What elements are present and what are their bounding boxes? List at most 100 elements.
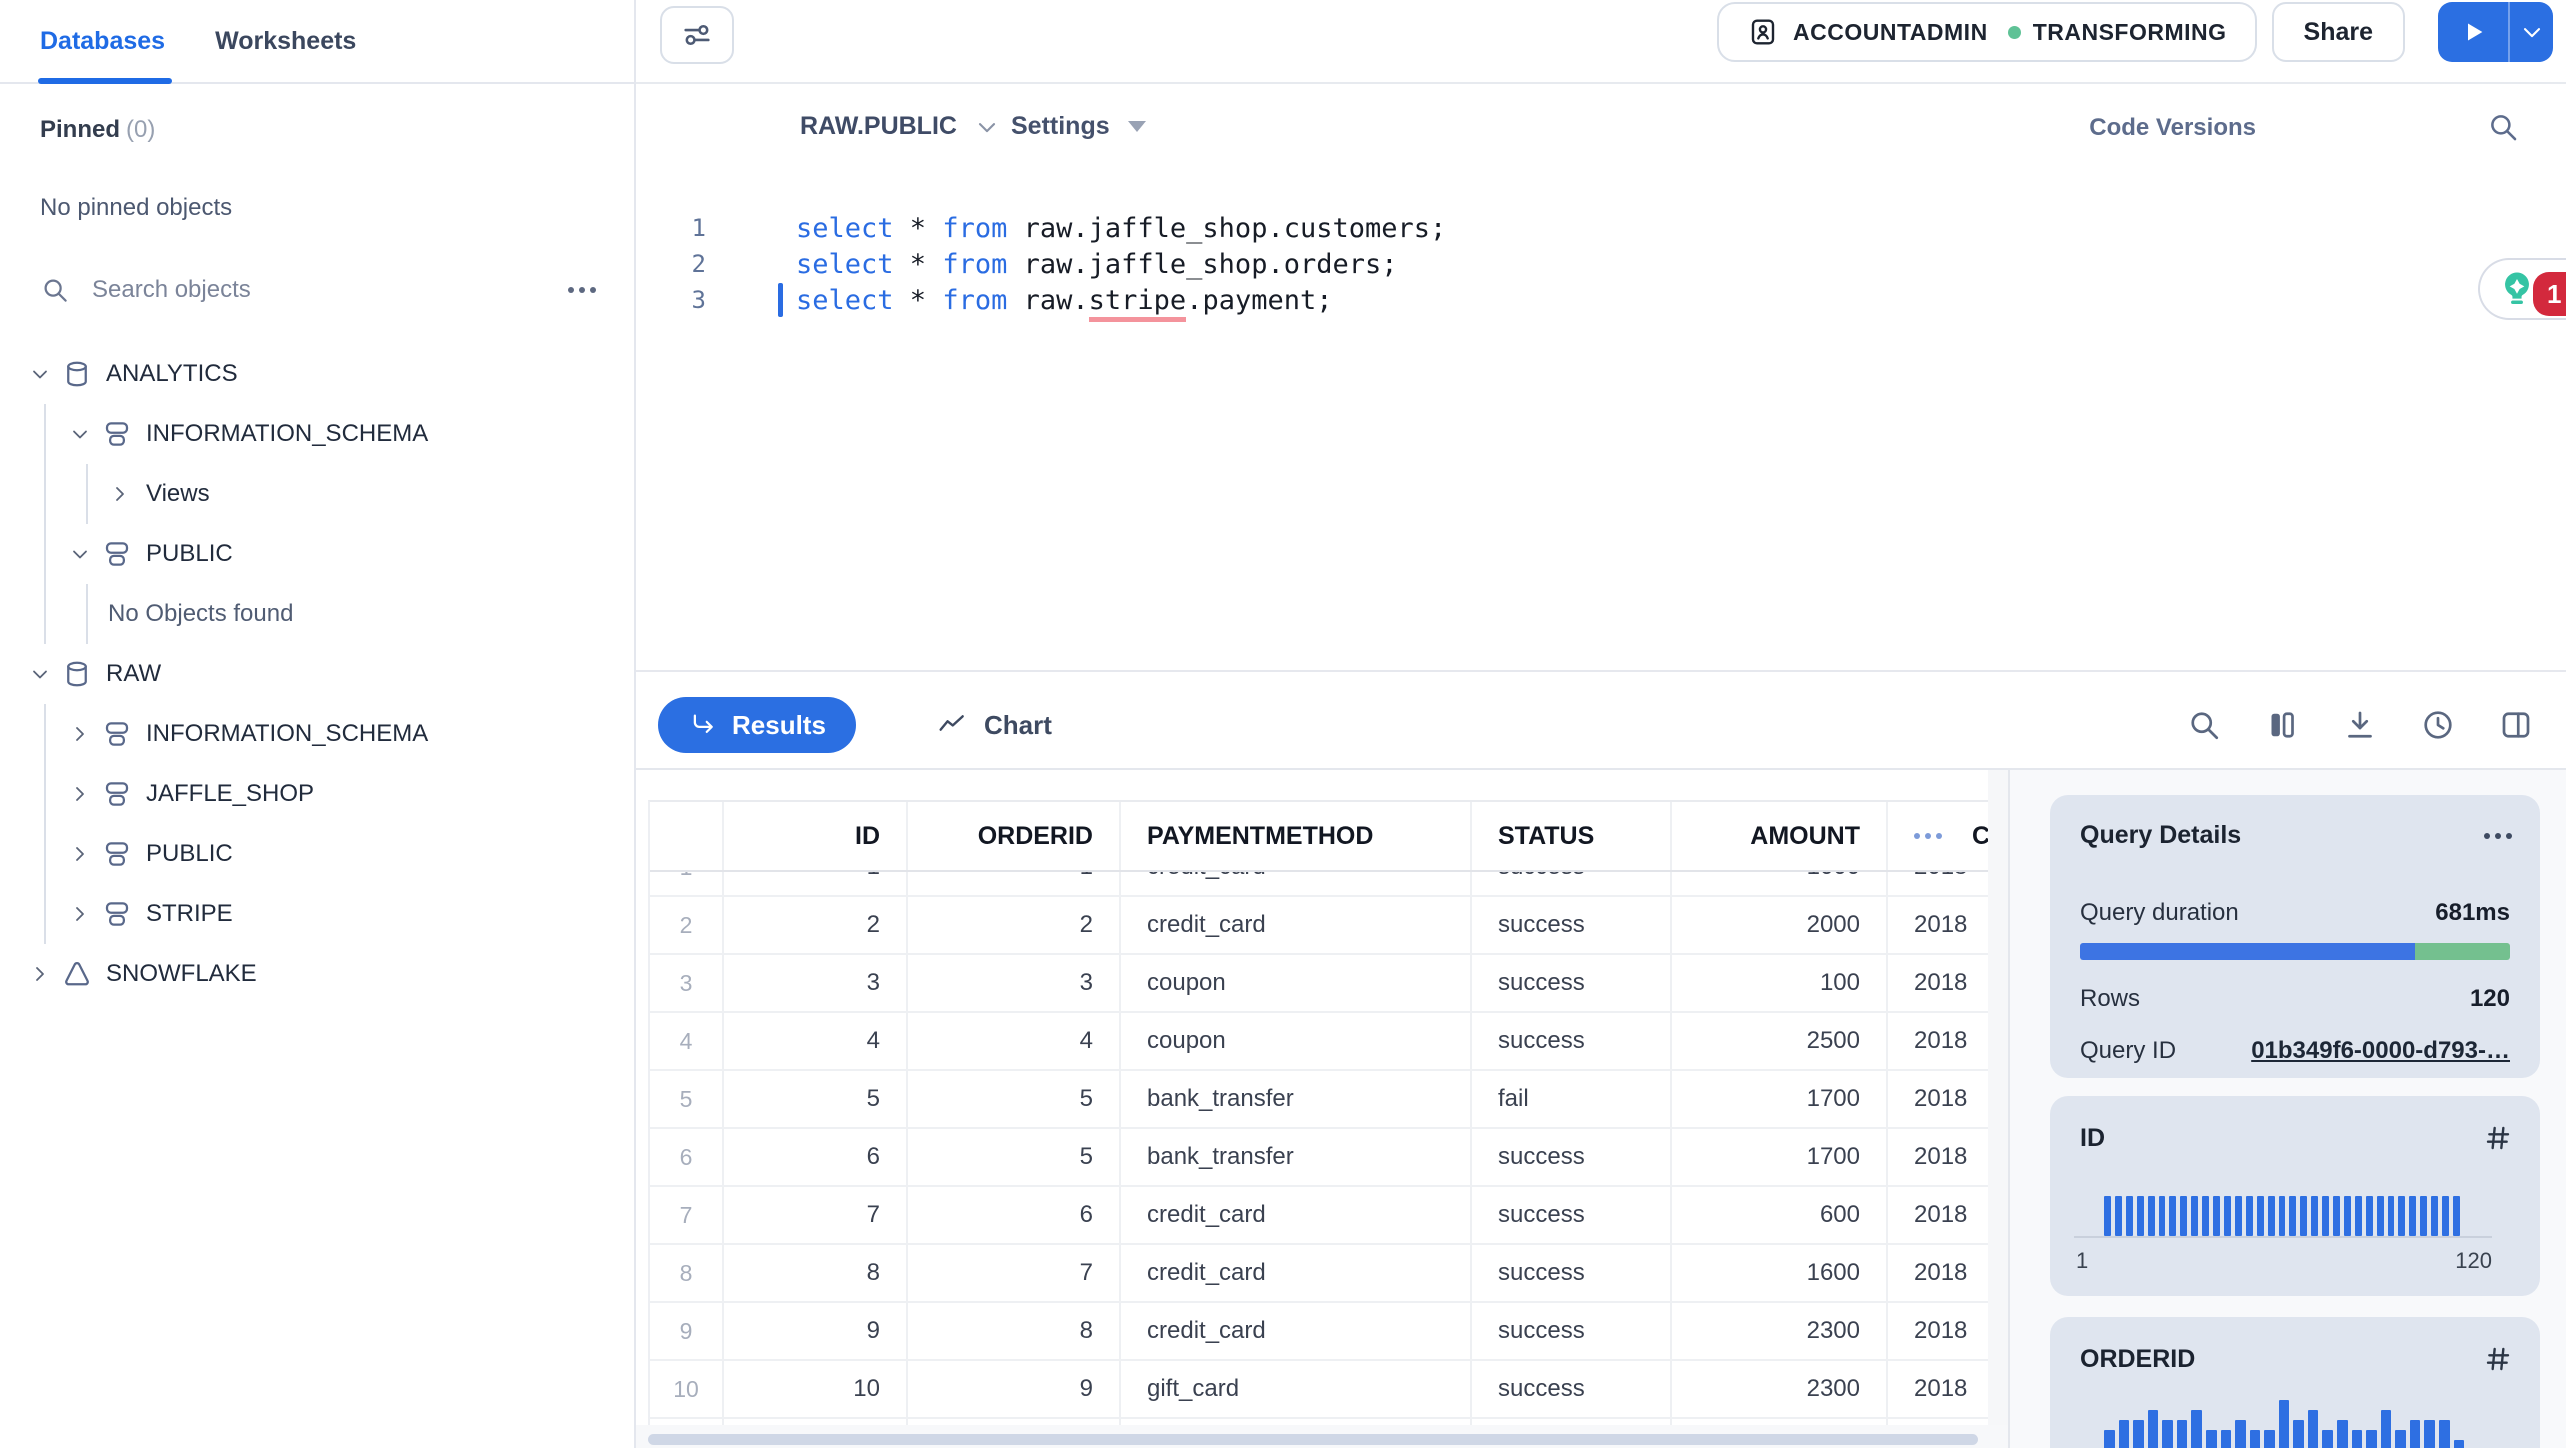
- data-cell[interactable]: 5: [724, 1071, 908, 1127]
- data-cell[interactable]: success: [1472, 1361, 1672, 1417]
- data-cell[interactable]: 2018: [1888, 897, 1988, 953]
- data-cell[interactable]: 2018: [1888, 1071, 1988, 1127]
- data-cell[interactable]: credit_card: [1121, 897, 1472, 953]
- data-cell[interactable]: 2300: [1672, 1361, 1888, 1417]
- data-cell[interactable]: 2300: [1672, 1303, 1888, 1359]
- code-line-1[interactable]: 1 select * from raw.jaffle_shop.customers…: [636, 210, 2566, 246]
- row-number-cell[interactable]: 6: [650, 1129, 724, 1185]
- data-cell[interactable]: 10: [724, 1361, 908, 1417]
- role-warehouse-selector[interactable]: ACCOUNTADMIN TRANSFORMING: [1717, 2, 2257, 62]
- data-cell[interactable]: 7: [724, 1187, 908, 1243]
- orderid-histogram[interactable]: [2104, 1395, 2465, 1448]
- data-cell[interactable]: success: [1472, 897, 1672, 953]
- download-icon[interactable]: [2342, 707, 2378, 743]
- data-cell[interactable]: success: [1472, 1187, 1672, 1243]
- chevron-right-icon[interactable]: [108, 482, 132, 506]
- data-cell[interactable]: 2018: [1888, 1129, 1988, 1185]
- table-row-4[interactable]: 4 4 4 coupon success 2500 2018: [650, 1013, 1988, 1071]
- data-cell[interactable]: fail: [1472, 1071, 1672, 1127]
- data-cell[interactable]: 2000: [1672, 897, 1888, 953]
- editor-search-icon[interactable]: [2486, 110, 2520, 144]
- tree-item-stripe[interactable]: STRIPE: [0, 884, 634, 944]
- row-number-cell[interactable]: 7: [650, 1187, 724, 1243]
- tree-item-snowflake[interactable]: SNOWFLAKE: [0, 944, 634, 1004]
- data-cell[interactable]: bank_transfer: [1121, 1071, 1472, 1127]
- data-cell[interactable]: success: [1472, 1013, 1672, 1069]
- chevron-down-icon[interactable]: [68, 542, 92, 566]
- tree-item-raw[interactable]: RAW: [0, 644, 634, 704]
- tree-item-information-schema[interactable]: INFORMATION_SCHEMA: [0, 404, 634, 464]
- data-cell[interactable]: success: [1472, 955, 1672, 1011]
- data-cell[interactable]: 6: [724, 1129, 908, 1185]
- data-cell[interactable]: 9: [724, 1303, 908, 1359]
- data-cell[interactable]: success: [1472, 1245, 1672, 1301]
- data-cell[interactable]: success: [1472, 1303, 1672, 1359]
- settings-dropdown[interactable]: Settings: [1011, 112, 1146, 141]
- filters-button[interactable]: [660, 6, 734, 64]
- code-versions-link[interactable]: Code Versions: [2089, 114, 2256, 141]
- code-line-3[interactable]: 3 select * from raw.stripe.payment;: [636, 282, 2566, 322]
- table-row-9[interactable]: 9 9 8 credit_card success 2300 2018: [650, 1303, 1988, 1361]
- data-cell[interactable]: 2018: [1888, 1303, 1988, 1359]
- data-cell[interactable]: 2018: [1888, 1013, 1988, 1069]
- row-number-cell[interactable]: 2: [650, 897, 724, 953]
- table-row-8[interactable]: 8 8 7 credit_card success 1600 2018: [650, 1245, 1988, 1303]
- tab-worksheets[interactable]: Worksheets: [215, 26, 357, 55]
- data-cell[interactable]: 2: [908, 897, 1121, 953]
- chevron-right-icon[interactable]: [68, 902, 92, 926]
- data-cell[interactable]: coupon: [1121, 1013, 1472, 1069]
- chevron-down-icon[interactable]: [28, 662, 52, 686]
- chevron-right-icon[interactable]: [68, 722, 92, 746]
- column-header-STATUS[interactable]: STATUS: [1472, 802, 1672, 870]
- column-header-AMOUNT[interactable]: AMOUNT: [1672, 802, 1888, 870]
- data-cell[interactable]: credit_card: [1121, 1245, 1472, 1301]
- data-cell[interactable]: 8: [724, 1245, 908, 1301]
- column-header-ORDERID[interactable]: ORDERID: [908, 802, 1121, 870]
- tree-item-public[interactable]: PUBLIC: [0, 524, 634, 584]
- data-cell[interactable]: 8: [908, 1303, 1121, 1359]
- run-button[interactable]: [2438, 2, 2508, 62]
- row-number-cell[interactable]: 3: [650, 955, 724, 1011]
- chevron-right-icon[interactable]: [68, 842, 92, 866]
- data-cell[interactable]: bank_transfer: [1121, 1129, 1472, 1185]
- data-cell[interactable]: coupon: [1121, 955, 1472, 1011]
- columns-icon[interactable]: [2264, 707, 2300, 743]
- sql-editor[interactable]: 1 select * from raw.jaffle_shop.customers…: [636, 210, 2566, 322]
- data-cell[interactable]: credit_card: [1121, 1303, 1472, 1359]
- tab-databases[interactable]: Databases: [40, 26, 166, 55]
- data-cell[interactable]: 2018: [1888, 1187, 1988, 1243]
- row-number-cell[interactable]: 4: [650, 1013, 724, 1069]
- query-history-icon[interactable]: [2420, 707, 2456, 743]
- data-cell[interactable]: 2018: [1888, 1245, 1988, 1301]
- column-header-PAYMENTMETHOD[interactable]: PAYMENTMETHOD: [1121, 802, 1472, 870]
- data-cell[interactable]: 600: [1672, 1187, 1888, 1243]
- table-row-5[interactable]: 5 5 5 bank_transfer fail 1700 2018: [650, 1071, 1988, 1129]
- tree-item-jaffle-shop[interactable]: JAFFLE_SHOP: [0, 764, 634, 824]
- tree-item-information-schema[interactable]: INFORMATION_SCHEMA: [0, 704, 634, 764]
- data-cell[interactable]: 2018: [1888, 1361, 1988, 1417]
- data-cell[interactable]: 9: [908, 1361, 1121, 1417]
- column-header-CI[interactable]: CI: [1888, 802, 1988, 870]
- row-number-cell[interactable]: 9: [650, 1303, 724, 1359]
- row-number-cell[interactable]: 5: [650, 1071, 724, 1127]
- data-cell[interactable]: 4: [908, 1013, 1121, 1069]
- hash-icon[interactable]: [2482, 1343, 2514, 1375]
- data-cell[interactable]: 4: [724, 1013, 908, 1069]
- query-details-menu-icon[interactable]: [2484, 832, 2514, 840]
- data-cell[interactable]: 100: [1672, 955, 1888, 1011]
- data-cell[interactable]: 5: [908, 1129, 1121, 1185]
- hash-icon[interactable]: [2482, 1122, 2514, 1154]
- data-cell[interactable]: credit_card: [1121, 1187, 1472, 1243]
- tree-item-analytics[interactable]: ANALYTICS: [0, 344, 634, 404]
- column-header-ID[interactable]: ID: [724, 802, 908, 870]
- share-button[interactable]: Share: [2271, 2, 2405, 62]
- column-header-rownum[interactable]: [650, 802, 724, 870]
- tree-item-views[interactable]: Views: [0, 464, 634, 524]
- table-row-3[interactable]: 3 3 3 coupon success 100 2018: [650, 955, 1988, 1013]
- data-cell[interactable]: 5: [908, 1071, 1121, 1127]
- toggle-panel-icon[interactable]: [2498, 707, 2534, 743]
- data-cell[interactable]: 2: [724, 897, 908, 953]
- data-cell[interactable]: 1700: [1672, 1129, 1888, 1185]
- chevron-down-icon[interactable]: [28, 362, 52, 386]
- id-histogram[interactable]: [2104, 1195, 2460, 1236]
